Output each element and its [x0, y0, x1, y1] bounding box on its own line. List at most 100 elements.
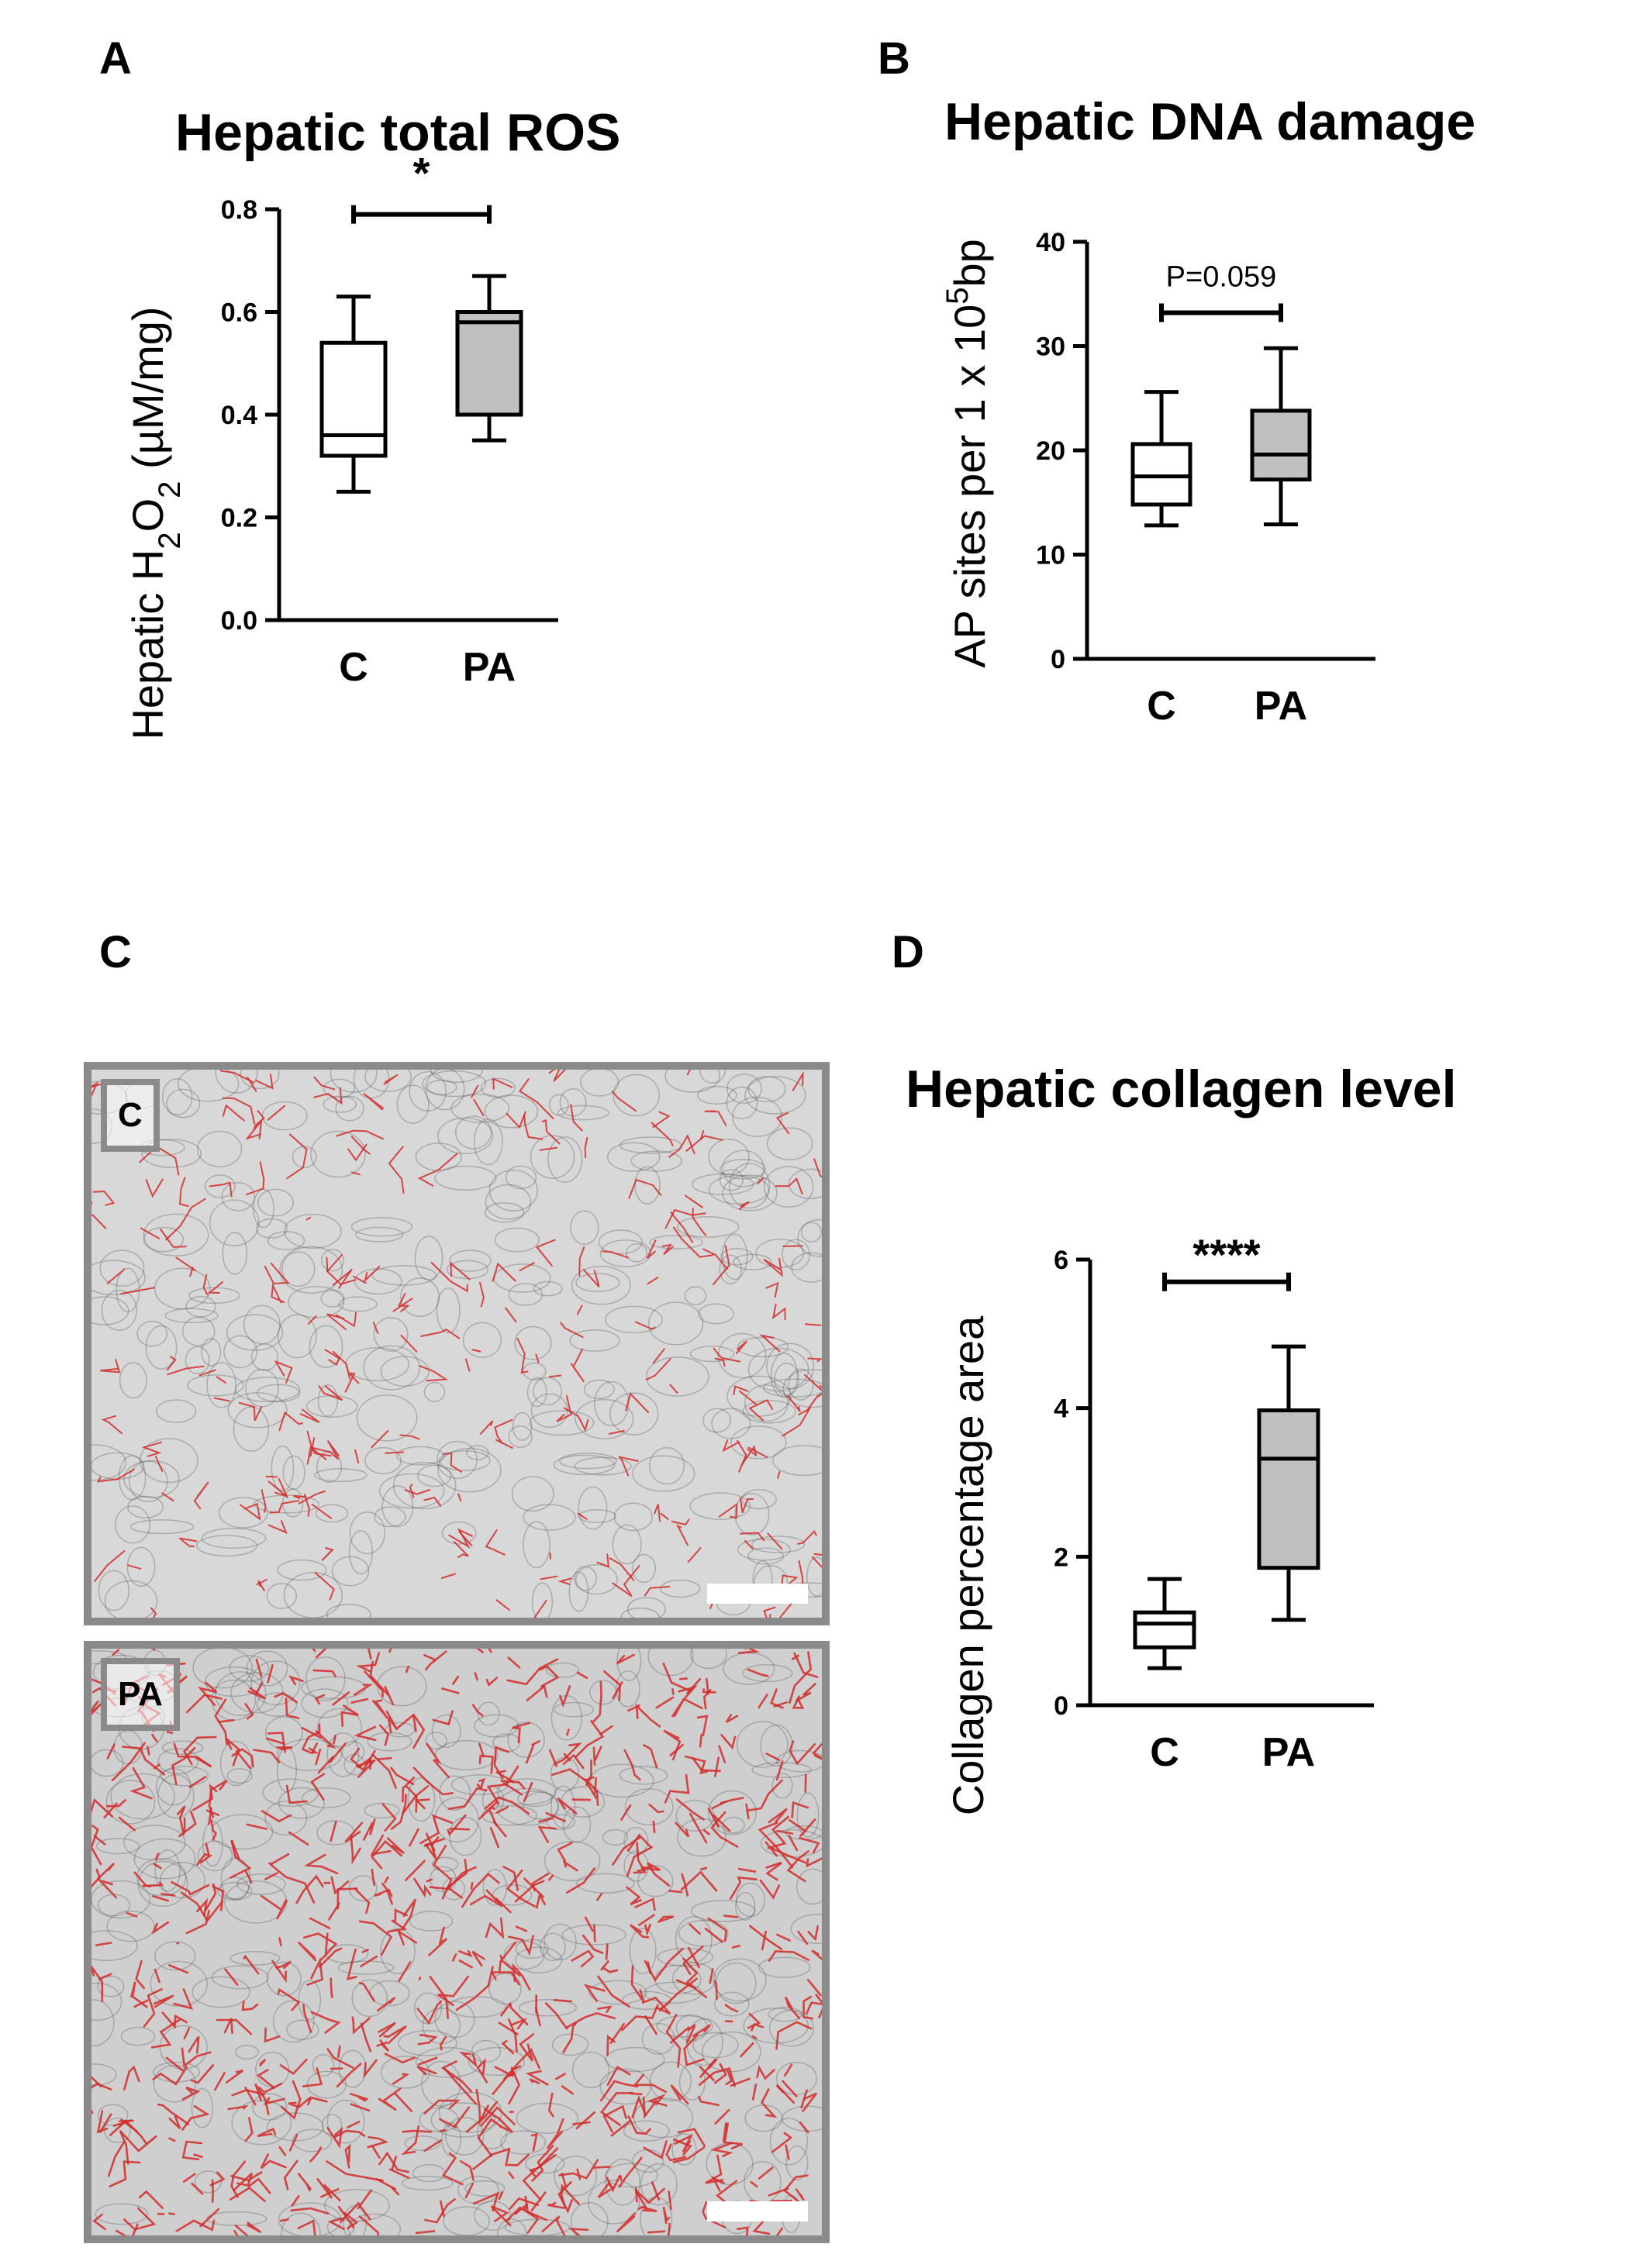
collagen-fiber — [548, 1374, 562, 1378]
collagen-fiber — [757, 1177, 764, 1184]
collagen-fiber — [412, 1766, 454, 1796]
collagen-fiber — [536, 1892, 547, 1909]
tissue-cell — [436, 1287, 461, 1334]
collagen-fiber — [340, 1704, 359, 1727]
collagen-fiber — [594, 1746, 602, 1761]
collagen-fiber — [165, 1198, 206, 1241]
collagen-fiber — [593, 1924, 596, 1942]
collagen-fiber — [689, 1812, 708, 1844]
tissue-cell — [698, 1303, 735, 1325]
collagen-fiber — [668, 2190, 672, 2211]
tissue-cell — [496, 2218, 527, 2235]
tissue-cell — [437, 1447, 502, 1493]
tissue-cell — [632, 1455, 695, 1492]
collagen-fiber — [308, 1315, 317, 1325]
collagen-fiber — [91, 1868, 101, 1888]
tissue-cell — [283, 1572, 343, 1618]
collagen-fiber — [270, 1853, 290, 1866]
tissue-cell — [471, 2039, 502, 2063]
collagen-fiber — [529, 2078, 540, 2084]
tissue-cell — [355, 1226, 404, 1243]
collagen-fiber — [553, 1999, 573, 2003]
collagen-fiber — [490, 2205, 512, 2227]
collagen-fiber — [271, 1282, 285, 1304]
collagen-fiber — [668, 1134, 695, 1158]
tissue-cell — [578, 1509, 616, 1523]
collagen-fiber — [197, 1681, 218, 1707]
collagen-fiber — [347, 1143, 368, 1162]
collagen-fiber — [669, 1384, 678, 1394]
collagen-fiber — [161, 1492, 174, 1501]
collagen-fiber — [464, 2183, 474, 2199]
collagen-fiber — [91, 1701, 104, 1715]
tissue-cell — [98, 1570, 130, 1611]
collagen-fiber — [160, 1229, 187, 1248]
tissue-cell — [782, 1239, 811, 1270]
tissue-cell — [699, 1070, 726, 1084]
tissue-cell — [271, 1445, 295, 1491]
collagen-fiber — [570, 1348, 585, 1383]
collagen-fiber — [350, 1747, 376, 1772]
collagen-fiber — [789, 1818, 816, 1838]
collagen-fiber — [398, 1961, 412, 1982]
collagen-fiber — [626, 1846, 653, 1877]
collagen-fiber — [725, 2070, 733, 2086]
tissue-cell — [729, 1163, 771, 1209]
tissue-cell — [466, 1445, 489, 1460]
tissue-cell — [637, 1865, 674, 1897]
tissue-cell — [441, 1521, 477, 1545]
collagen-fiber — [279, 2218, 289, 2222]
collagen-fiber — [545, 1811, 566, 1822]
tissue-cell — [99, 1249, 145, 1287]
collagen-fiber — [302, 2004, 312, 2033]
tissue-cell — [356, 1394, 418, 1442]
tissue-cell — [371, 1265, 437, 1286]
tissue-cell — [196, 1535, 257, 1557]
collagen-fiber — [758, 1694, 768, 1709]
tissue-cell — [246, 1650, 288, 1687]
tissue-cell — [91, 1296, 129, 1325]
tissue-cell — [309, 1325, 343, 1368]
tissue-cell — [315, 1504, 349, 1523]
y-tick-label: 0 — [1054, 1691, 1068, 1721]
collagen-fiber — [97, 1468, 135, 1483]
collagen-fiber — [600, 1960, 609, 1971]
tissue-cell — [431, 1856, 459, 1872]
collagen-fiber — [119, 2130, 129, 2165]
collagen-fiber — [420, 1328, 461, 1339]
collagen-fiber — [539, 1146, 557, 1151]
collagen-fiber — [309, 1917, 331, 1929]
y-tick-label: 30 — [1036, 333, 1065, 362]
collagen-fiber — [351, 1171, 361, 1176]
collagen-fiber — [669, 1743, 684, 1756]
tissue-cell — [619, 1136, 682, 1154]
tissue-cell — [578, 1486, 608, 1530]
collagen-fiber — [324, 1932, 329, 1954]
collagen-fiber — [763, 1257, 783, 1277]
tissue-cell — [523, 1521, 550, 1569]
collagen-fiber — [306, 1446, 330, 1465]
collagen-fiber — [609, 2022, 625, 2044]
tissue-cell — [769, 2118, 809, 2166]
collagen-fiber — [795, 1683, 816, 1702]
collagen-fiber — [458, 1949, 473, 1958]
collagen-fiber — [812, 1742, 822, 1760]
collagen-fiber — [642, 2096, 657, 2119]
collagen-fiber — [485, 1529, 506, 1556]
tissue-cell — [766, 1127, 813, 1160]
tissue-cell — [477, 1701, 500, 1726]
tissue-cell — [288, 1286, 345, 1318]
collagen-fiber — [623, 1749, 641, 1780]
collagen-fiber — [626, 1833, 640, 1852]
tissue-cell — [523, 1791, 559, 1820]
tissue-cell — [281, 2212, 321, 2235]
collagen-fiber — [507, 1656, 521, 1669]
collagen-fiber — [509, 2017, 528, 2030]
collagen-fiber — [791, 1654, 799, 1660]
box-iqr — [1250, 408, 1312, 482]
collagen-fiber — [417, 1153, 458, 1187]
tissue-cell — [768, 2007, 802, 2022]
collagen-fiber — [222, 1097, 256, 1125]
collagen-fiber — [644, 2015, 657, 2035]
collagen-fiber — [702, 2201, 726, 2228]
